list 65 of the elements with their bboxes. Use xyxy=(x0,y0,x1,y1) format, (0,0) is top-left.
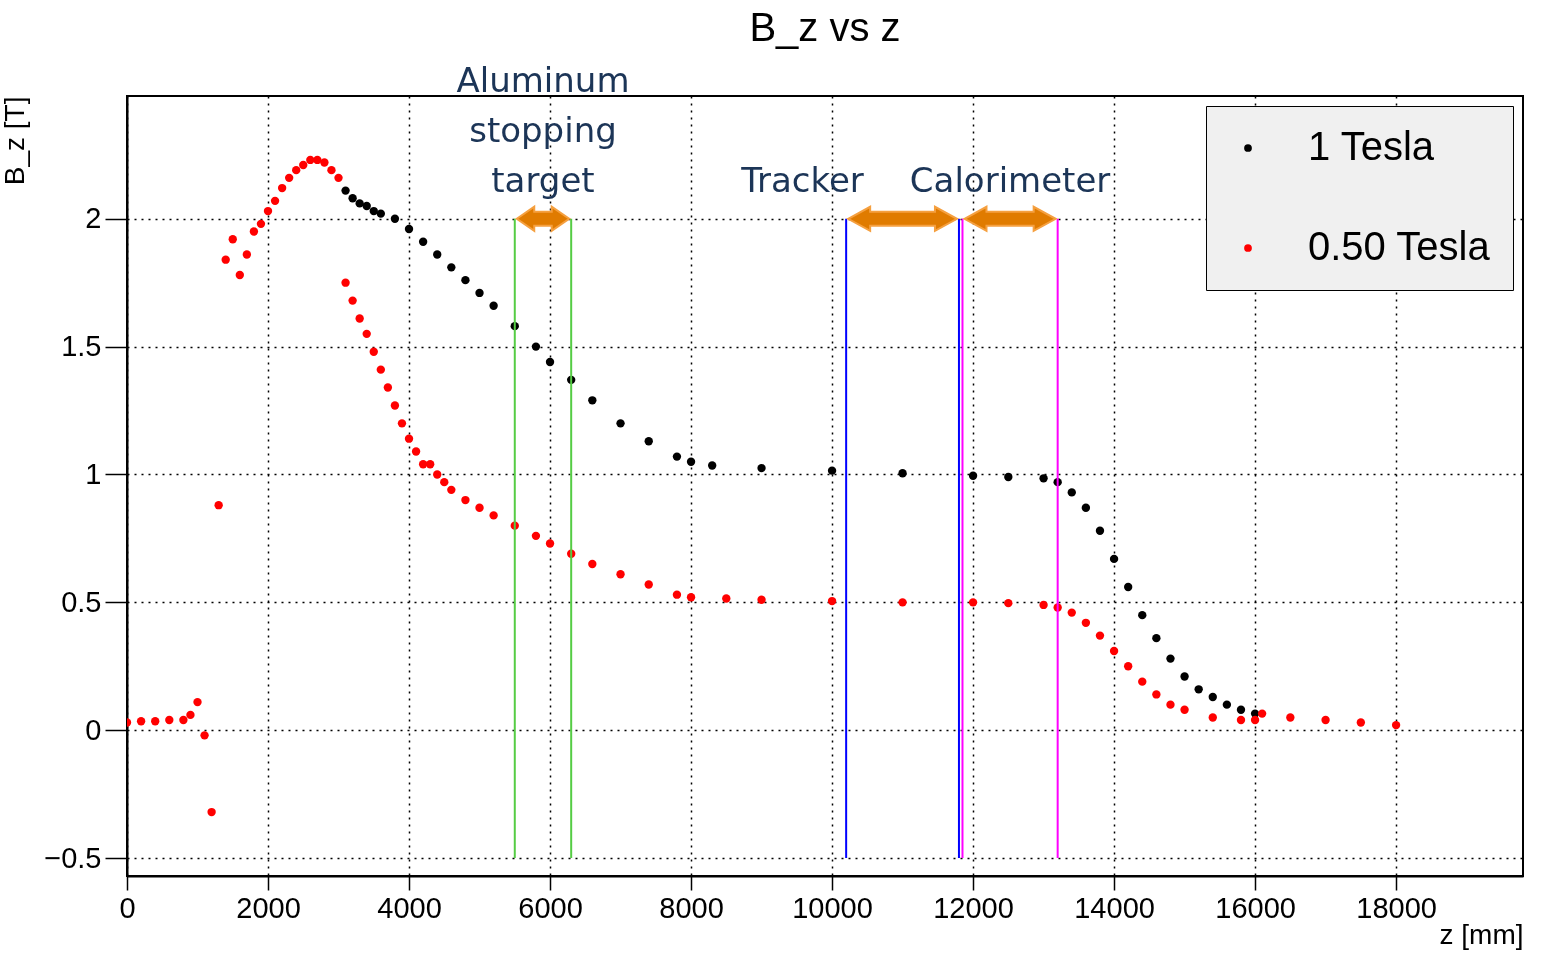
point xyxy=(1166,654,1175,663)
legend-label: 1 Tesla xyxy=(1308,124,1435,168)
x-axis-title: z [mm] xyxy=(1439,918,1524,950)
point xyxy=(348,194,357,203)
y-tick-label: 1.5 xyxy=(61,330,102,363)
point xyxy=(1236,705,1246,714)
point xyxy=(1095,526,1105,535)
point xyxy=(588,396,597,405)
point xyxy=(672,452,682,461)
point xyxy=(616,419,625,428)
chart-title: B_z vs z xyxy=(749,4,901,49)
x-tick-label: 16000 xyxy=(1215,891,1296,924)
point xyxy=(545,357,555,367)
point xyxy=(757,463,766,473)
point xyxy=(369,206,378,216)
point xyxy=(1081,503,1091,512)
y-axis-title: B_z [T] xyxy=(0,96,31,186)
x-tick-label: 18000 xyxy=(1356,891,1437,924)
annotation: Calorimeter xyxy=(909,159,1111,200)
y-tick-label: 2 xyxy=(85,202,102,235)
point xyxy=(355,199,364,208)
annotation: Aluminum stopping target xyxy=(456,59,630,200)
x-tick-label: 0 xyxy=(119,891,136,924)
point xyxy=(827,466,837,475)
y-tick-label: 1 xyxy=(85,457,102,490)
annotation: Tracker xyxy=(740,159,864,200)
y-tick-label: 0 xyxy=(85,713,102,746)
point xyxy=(362,201,371,211)
x-tick-label: 10000 xyxy=(792,891,873,924)
point xyxy=(447,263,456,272)
point xyxy=(489,301,498,310)
point xyxy=(1152,633,1161,643)
point xyxy=(433,250,442,259)
x-tick-label: 2000 xyxy=(236,891,301,924)
point xyxy=(1194,685,1203,694)
x-tick-label: 6000 xyxy=(518,891,583,924)
point xyxy=(531,342,541,351)
point xyxy=(1039,474,1048,483)
point xyxy=(1138,610,1147,620)
point xyxy=(1208,692,1217,702)
y-tick-label: −0.5 xyxy=(44,841,102,874)
point xyxy=(1067,488,1076,497)
point xyxy=(898,469,907,478)
point xyxy=(1123,582,1133,592)
point xyxy=(376,209,385,218)
point xyxy=(968,471,978,480)
point xyxy=(404,224,414,234)
point xyxy=(1222,700,1232,709)
point xyxy=(418,237,428,246)
point xyxy=(390,214,400,223)
legend-label: 0.50 Tesla xyxy=(1308,224,1491,268)
x-tick-label: 12000 xyxy=(933,891,1014,924)
point xyxy=(461,275,470,285)
y-tick-label: 0.5 xyxy=(61,585,102,618)
x-tick-label: 4000 xyxy=(377,891,442,924)
point xyxy=(686,457,696,466)
point xyxy=(644,437,653,446)
point xyxy=(341,186,350,195)
point xyxy=(708,461,717,470)
point xyxy=(1004,472,1013,482)
point xyxy=(475,288,484,298)
point xyxy=(1180,672,1189,681)
point xyxy=(1109,554,1119,564)
x-tick-label: 14000 xyxy=(1074,891,1155,924)
x-tick-label: 8000 xyxy=(659,891,724,924)
